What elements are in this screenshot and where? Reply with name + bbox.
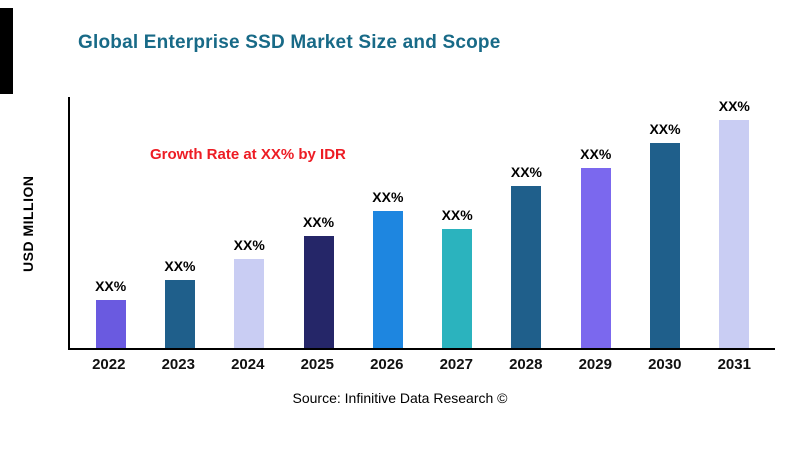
x-tick-label: 2030 (648, 356, 682, 373)
bar-value-label: XX% (233, 237, 265, 254)
bar-group: XX% (160, 97, 200, 348)
bar (650, 142, 681, 348)
bar (719, 119, 750, 348)
x-tick-label: 2031 (717, 356, 751, 373)
bar (234, 259, 265, 348)
bar (511, 186, 542, 348)
bar-group: XX% (645, 97, 685, 348)
bar-group: XX% (576, 97, 616, 348)
bar-value-label: XX% (164, 257, 196, 274)
bar-value-label: XX% (95, 278, 127, 295)
x-tick-label: 2022 (92, 356, 126, 373)
bar (303, 236, 334, 348)
x-tick-label: 2024 (231, 356, 265, 373)
bar-value-label: XX% (649, 120, 681, 137)
left-accent-bar (0, 8, 13, 94)
chart-title: Global Enterprise SSD Market Size and Sc… (78, 32, 501, 53)
bar (580, 167, 611, 348)
x-tick-label: 2026 (370, 356, 404, 373)
bar-group: XX% (229, 97, 269, 348)
bar (442, 229, 473, 348)
x-tick-label: 2029 (578, 356, 612, 373)
x-axis-tick-labels: 2022 2023 2024 2025 2026 2027 2028 2029 2030 2031 (68, 356, 775, 373)
bar-group: XX% (506, 97, 546, 348)
bar-value-label: XX% (441, 207, 473, 224)
bar (164, 279, 195, 348)
x-tick-label: 2025 (300, 356, 334, 373)
bar-group: XX% (714, 97, 754, 348)
bar-group: XX% (299, 97, 339, 348)
bar-value-label: XX% (580, 145, 612, 162)
y-axis-label: USD MILLION (20, 175, 36, 272)
bar-group: XX% (91, 97, 131, 348)
x-tick-label: 2023 (161, 356, 195, 373)
bar-group: XX% (368, 97, 408, 348)
bar-value-label: XX% (510, 164, 542, 180)
x-tick-label: 2027 (439, 356, 473, 373)
bar-value-label: XX% (372, 189, 404, 206)
growth-rate-annotation: Growth Rate at XX% by IDR (150, 146, 346, 163)
x-tick-label: 2028 (509, 356, 543, 373)
bar-group: XX% (437, 97, 477, 348)
source-text: Source: Infinitive Data Research © (292, 390, 508, 406)
plot-area: XX% XX% XX% XX% XX% XX% XX% XX% XX% XX% (68, 97, 775, 350)
bar-value-label: XX% (718, 97, 750, 114)
bar-value-label: XX% (302, 214, 335, 231)
bars-row: XX% XX% XX% XX% XX% XX% XX% XX% XX% XX% (70, 97, 775, 348)
bar (95, 300, 126, 348)
bar (372, 211, 403, 348)
